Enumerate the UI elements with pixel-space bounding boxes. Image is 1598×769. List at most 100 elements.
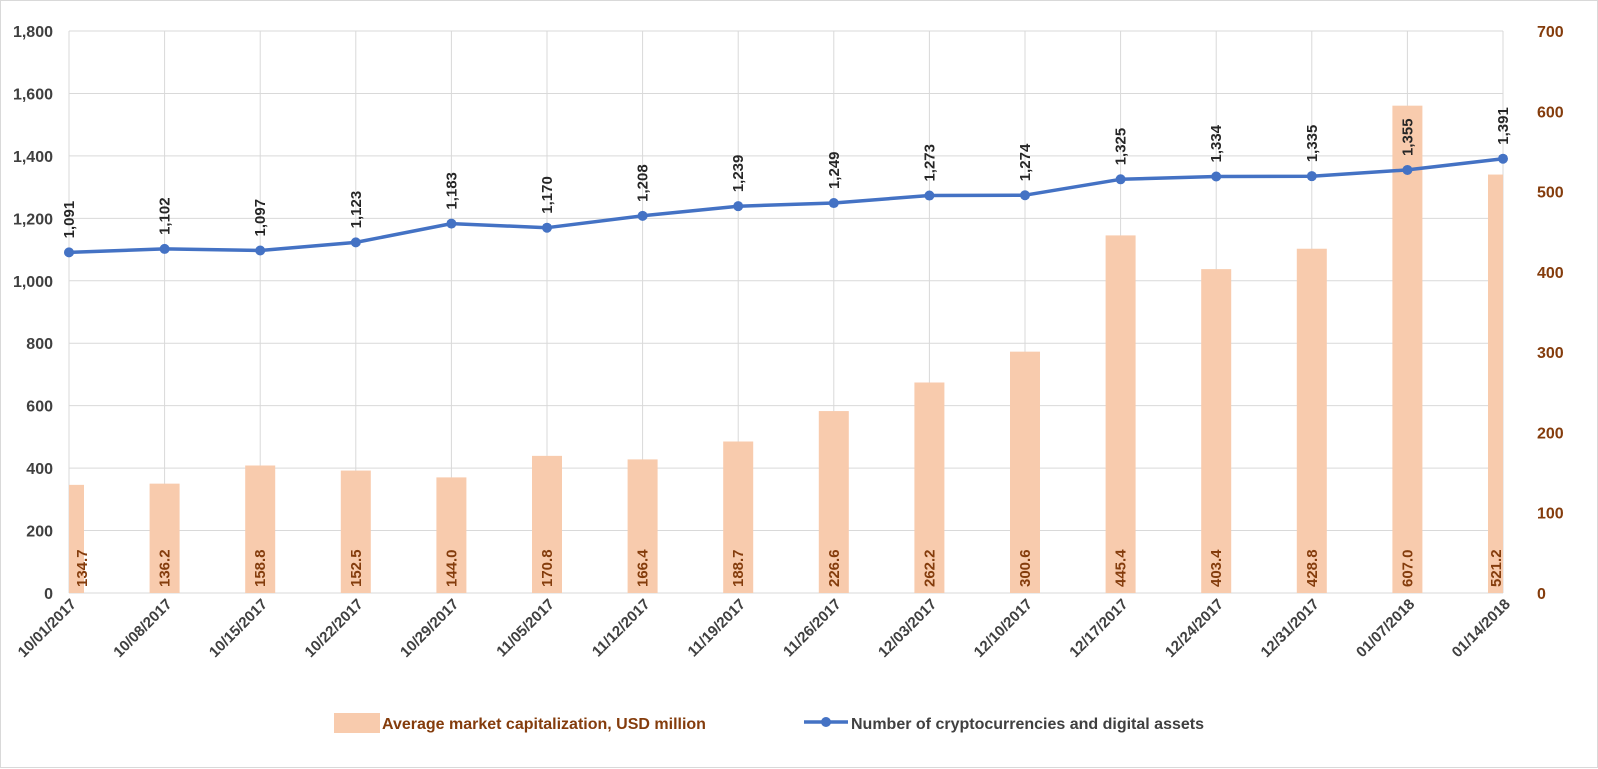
bar	[627, 459, 658, 593]
y-right-tick-label: 600	[1537, 104, 1564, 121]
line-data-label: 1,183	[443, 172, 460, 210]
line-data-label: 1,335	[1304, 125, 1321, 163]
line-data-label: 1,170	[539, 176, 556, 214]
legend-label-line: Number of cryptocurrencies and digital a…	[851, 716, 1204, 733]
line-data-label: 1,249	[826, 151, 843, 189]
bar-data-label: 521.2	[1488, 549, 1505, 587]
line-point	[1115, 174, 1126, 185]
line-data-label: 1,334	[1208, 124, 1225, 162]
legend: Average market capitalization, USD milli…	[334, 713, 1204, 733]
gridlines	[68, 30, 1504, 594]
line-point	[1306, 171, 1317, 182]
line-data-label: 1,123	[348, 191, 365, 229]
bar	[245, 465, 276, 593]
bar	[1010, 351, 1040, 593]
x-tick-label: 12/31/2017	[1258, 596, 1323, 661]
x-tick-label: 01/14/2018	[1449, 596, 1514, 661]
bar	[1201, 269, 1232, 593]
y-right-tick-label: 0	[1537, 586, 1546, 603]
bar-series	[69, 105, 1503, 594]
y-left-tick-label: 400	[26, 461, 53, 478]
line-point	[350, 237, 361, 248]
x-tick-label: 11/26/2017	[780, 596, 845, 661]
y-left-tick-label: 1,600	[13, 86, 53, 103]
bar-data-label: 607.0	[1399, 549, 1416, 587]
y-left-tick-label: 600	[26, 399, 53, 416]
line-point	[159, 243, 170, 254]
x-tick-label: 11/05/2017	[493, 596, 558, 661]
y-right-tick-label: 100	[1537, 506, 1564, 523]
y-left-tick-label: 1,000	[13, 274, 53, 291]
x-tick-label: 11/19/2017	[685, 596, 750, 661]
bar	[436, 477, 467, 593]
bar	[1296, 248, 1327, 593]
data-labels: 1,091 1,102 1,097 1,123 1,183 1,170 1,208 1,239…	[61, 107, 1512, 587]
legend-label-bar: Average market capitalization, USD milli…	[382, 716, 706, 733]
bar	[532, 455, 562, 593]
line-series	[64, 153, 1508, 258]
line-data-label: 1,097	[252, 199, 269, 237]
bar-data-label: 134.7	[74, 549, 91, 587]
line-data-label: 1,391	[1495, 107, 1512, 145]
y-right-tick-label: 300	[1537, 345, 1564, 362]
line-point	[542, 222, 552, 233]
bar-data-label: 226.6	[826, 549, 843, 587]
line-point	[637, 210, 648, 221]
line-point	[828, 198, 839, 209]
bar-data-label: 428.8	[1304, 549, 1321, 587]
x-tick-label: 12/10/2017	[971, 596, 1036, 661]
legend-swatch-bar	[334, 713, 380, 733]
bar-data-label: 170.8	[539, 549, 556, 587]
x-tick-label: 10/08/2017	[110, 596, 175, 661]
line-point	[1402, 164, 1413, 175]
y-left-tick-label: 200	[26, 524, 53, 541]
y-left-tick-label: 1,800	[13, 24, 53, 41]
x-tick-label: 11/12/2017	[589, 596, 654, 661]
bar	[914, 382, 945, 593]
bar-data-label: 445.4	[1113, 549, 1130, 587]
line-point	[733, 201, 744, 212]
x-tick-label: 12/24/2017	[1162, 596, 1227, 661]
bar	[1488, 174, 1503, 594]
line-point	[1498, 153, 1508, 164]
line-data-label: 1,325	[1113, 128, 1130, 166]
bar	[1105, 235, 1136, 594]
bar-data-label: 300.6	[1017, 549, 1034, 587]
x-tick-label: 01/07/2018	[1353, 596, 1418, 661]
line-data-label: 1,273	[921, 144, 938, 182]
bar-data-label: 136.2	[157, 549, 174, 587]
y-left-tick-label: 1,200	[13, 211, 53, 228]
bar-data-label: 144.0	[443, 549, 460, 587]
y-right-tick-label: 500	[1537, 185, 1564, 202]
bar-data-label: 166.4	[635, 549, 652, 587]
y-right-tick-label: 700	[1537, 24, 1564, 41]
y-left-tick-label: 800	[26, 336, 53, 353]
bar	[723, 441, 754, 593]
line-data-label: 1,274	[1017, 143, 1034, 181]
bar	[818, 411, 849, 593]
x-tick-label: 10/22/2017	[302, 596, 367, 661]
line-data-label: 1,355	[1399, 118, 1416, 156]
line-data-label: 1,239	[730, 155, 747, 193]
x-tick-label: 10/01/2017	[15, 596, 80, 661]
line-data-label: 1,091	[61, 201, 78, 239]
y-right-tick-label: 400	[1537, 265, 1564, 282]
bar-data-label: 262.2	[921, 549, 938, 587]
line-point	[1020, 190, 1030, 201]
line-point	[255, 245, 266, 256]
x-tick-label: 12/17/2017	[1066, 596, 1131, 661]
line-point	[924, 190, 935, 201]
line-point	[64, 247, 74, 258]
x-tick-label: 10/29/2017	[397, 596, 462, 661]
bar	[69, 484, 84, 593]
x-tick-label: 12/03/2017	[875, 596, 940, 661]
bar	[1392, 105, 1423, 593]
bar-data-label: 403.4	[1208, 549, 1225, 587]
y-right-tick-label: 200	[1537, 425, 1564, 442]
series-line	[67, 156, 1505, 255]
x-tick-label: 10/15/2017	[206, 596, 271, 661]
bar-data-label: 188.7	[730, 549, 747, 587]
y-left-tick-label: 0	[44, 586, 53, 603]
